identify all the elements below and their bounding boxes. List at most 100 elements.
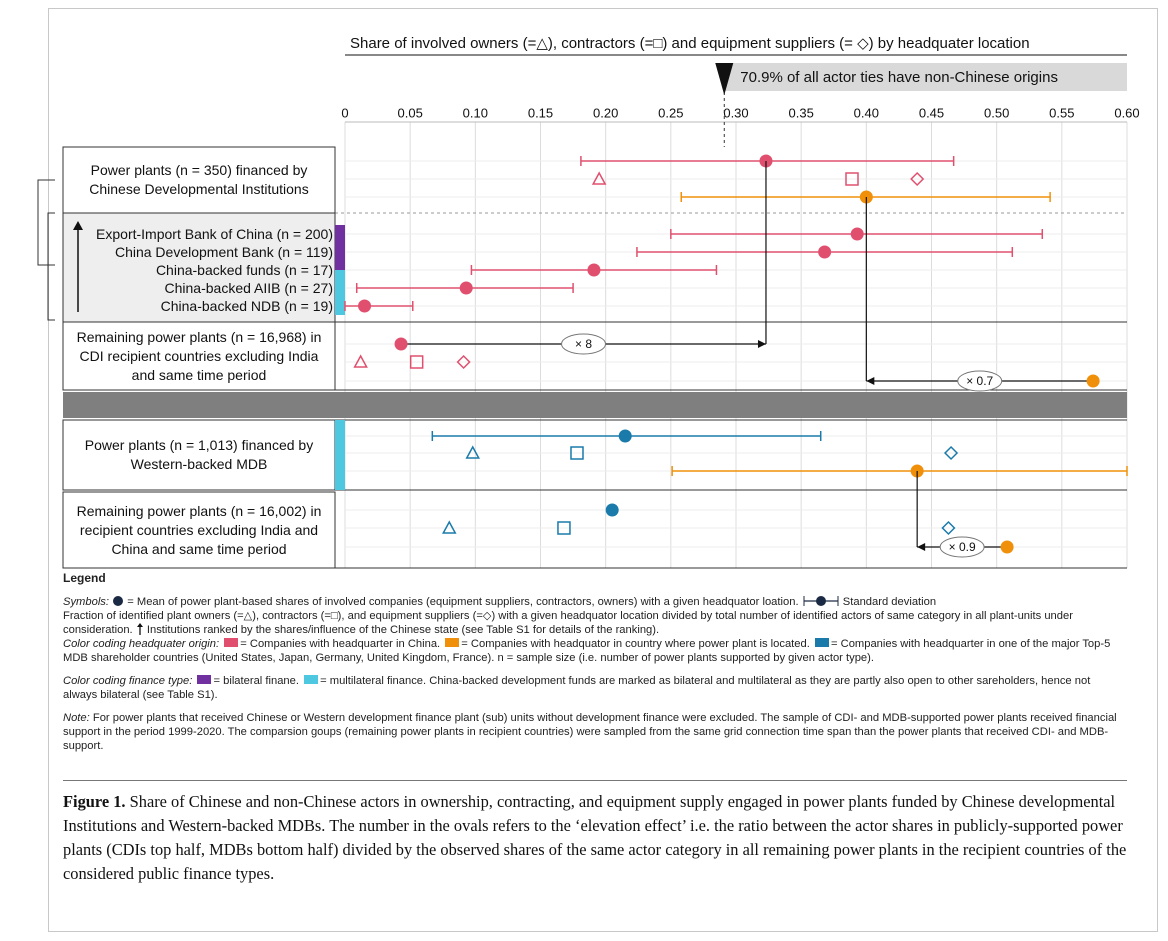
owners-triangle: [442, 520, 457, 534]
banner-box: [724, 63, 1127, 91]
suppliers-diamond: [910, 171, 925, 187]
divider-band: [63, 392, 1127, 418]
mean-dot: [850, 227, 864, 241]
finance-swatch: [335, 261, 345, 270]
row-label: Remaining power plants (n = 16,002) in r…: [76, 502, 322, 557]
x-tick-label: 0.35: [789, 105, 814, 120]
contractors-square: [557, 521, 571, 535]
suppliers-diamond: [943, 445, 959, 461]
legend-text: = bilateral finane.: [213, 675, 299, 687]
ratio-oval: [561, 333, 607, 355]
finance-swatch: [335, 270, 345, 279]
arrow-head: [757, 340, 766, 348]
mean-dot: [818, 245, 832, 259]
legend-text: Institutions ranked by the shares/influe…: [146, 624, 660, 636]
x-tick-label: 0.55: [1049, 105, 1074, 120]
finance-swatch: [335, 420, 345, 490]
legend-label: Note:: [63, 712, 90, 724]
owners-triangle: [591, 171, 607, 185]
swatch: [814, 638, 829, 647]
row-label: Power plants (n = 350) financed by Chine…: [89, 162, 309, 197]
legend-title: Legend: [63, 571, 106, 585]
institution-label: China-backed NDB (n = 19): [160, 298, 333, 314]
caption: Figure 1. Share of Chinese and non-Chine…: [63, 790, 1133, 886]
suppliers-diamond: [456, 354, 471, 370]
caption-label: Figure 1.: [63, 792, 126, 811]
institution-label: China Development Bank (n = 119): [114, 244, 333, 260]
mean-dot: [358, 299, 372, 313]
legend: Legend Symbols: = Mean of power plant-ba…: [63, 571, 1125, 762]
legend-text: Fraction of identified plant owners (=△)…: [63, 610, 1073, 636]
row-box: [62, 146, 336, 214]
bracket: [47, 212, 55, 321]
mean-icon: [113, 596, 124, 606]
rank-icon: [136, 623, 143, 635]
row-box: [62, 321, 336, 391]
legend-finance: Color coding finance type: = bilateral f…: [63, 674, 1125, 702]
chart-title: Share of involved owners (=△), contracto…: [350, 35, 1030, 52]
x-tick-label: 0.20: [593, 105, 618, 120]
x-tick-label: 0.10: [463, 105, 488, 120]
ratio-label: × 8: [575, 337, 592, 351]
legend-text: = multilateral finance. China-backed dev…: [63, 675, 1091, 701]
legend-label: Color coding headquater origin:: [63, 638, 220, 650]
rule: [63, 780, 1127, 781]
institution-label: China-backed funds (n = 17): [155, 262, 333, 278]
x-tick-label: 0.40: [854, 105, 879, 120]
mean-dot: [605, 503, 619, 517]
swatch: [304, 675, 319, 684]
bracket: [37, 179, 55, 266]
owners-triangle: [465, 445, 480, 459]
contractors-square: [409, 355, 424, 369]
row-box: [62, 419, 336, 491]
row-box: [62, 212, 336, 323]
legend-label: Symbols:: [63, 596, 110, 608]
legend-text: = Companies with headquarter in one of t…: [63, 638, 1111, 664]
legend-label: Color coding finance type:: [63, 675, 193, 687]
rank-arrow-head: [73, 221, 83, 230]
contractors-square: [845, 172, 859, 186]
row-box: [62, 491, 336, 569]
mean-dot: [587, 263, 601, 277]
x-tick-label: 0.05: [398, 105, 423, 120]
legend-note: Note: For power plants that received Chi…: [63, 711, 1125, 753]
swatch: [197, 675, 212, 684]
swatch: [445, 638, 460, 647]
row-label: Power plants (n = 1,013) financed by Wes…: [84, 437, 314, 472]
ratio-oval: [939, 536, 985, 558]
x-tick-label: 0.60: [1114, 105, 1139, 120]
finance-swatch: [335, 225, 345, 243]
grid: [344, 122, 1128, 568]
x-tick-label: 0.50: [984, 105, 1009, 120]
finance-swatch: [335, 243, 345, 261]
mean-dot: [459, 281, 473, 295]
marks: × 8 × 0.7 × 0.9: [344, 154, 1128, 558]
row-label: Remaining power plants (n = 16,968) in C…: [76, 328, 322, 383]
ratio-label: × 0.9: [949, 540, 976, 554]
x-tick-label: 0.30: [723, 105, 748, 120]
mean-dot: [618, 429, 632, 443]
banner-text: 70.9% of all actor ties have non-Chinese…: [740, 69, 1058, 86]
finance-swatch: [335, 279, 345, 297]
ratio-label: × 0.7: [966, 374, 993, 388]
mean-dot: [1086, 374, 1100, 388]
arrow-head: [866, 377, 875, 385]
sd-icon: [803, 596, 839, 606]
x-tick-label: 0.15: [528, 105, 553, 120]
contractors-square: [570, 446, 584, 460]
x-tick-label: 0: [341, 105, 348, 120]
finance-swatch: [335, 297, 345, 315]
institution-label: China-backed AIIB (n = 27): [164, 280, 334, 296]
mean-dot: [394, 337, 408, 351]
legend-text: n = sample size (i.e. number of power pl…: [497, 652, 874, 664]
legend-text: = Mean of power plant-based shares of in…: [127, 596, 799, 608]
mean-dot: [1000, 540, 1014, 554]
legend-text: Standard deviation: [842, 596, 937, 608]
suppliers-diamond: [941, 520, 956, 536]
legend-text: For power plants that received Chinese o…: [63, 712, 1117, 752]
owners-triangle: [353, 354, 368, 368]
ratio-oval: [957, 370, 1003, 392]
institution-label: Export-Import Bank of China (n = 200): [96, 226, 333, 242]
